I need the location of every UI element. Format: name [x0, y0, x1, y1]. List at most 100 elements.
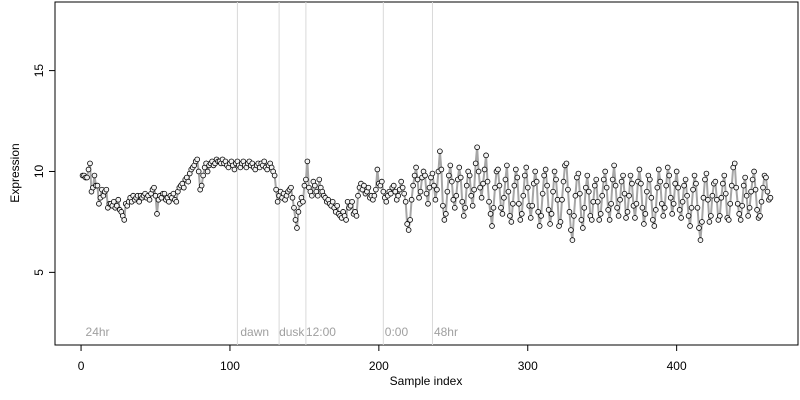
point [585, 188, 592, 195]
point [580, 225, 586, 231]
point [685, 213, 692, 219]
point [513, 166, 519, 173]
point [511, 182, 518, 189]
point [700, 194, 707, 201]
point [602, 168, 608, 175]
point [745, 213, 751, 219]
point [429, 170, 436, 177]
point [475, 168, 482, 175]
point [651, 223, 658, 229]
point [166, 198, 172, 205]
point [734, 200, 741, 207]
point [633, 200, 640, 207]
x-tick-label: 100 [220, 359, 240, 373]
point [673, 168, 680, 175]
point [380, 188, 387, 195]
point [295, 209, 302, 215]
point [690, 186, 696, 193]
point [392, 188, 399, 195]
point [681, 182, 687, 189]
point [487, 211, 494, 217]
point [557, 219, 564, 225]
point [581, 205, 588, 211]
point [644, 188, 650, 195]
point [754, 207, 760, 213]
point [516, 200, 522, 207]
point [599, 192, 605, 199]
point [489, 223, 495, 229]
point [593, 176, 600, 183]
point [490, 205, 497, 211]
point [678, 215, 684, 221]
point [568, 227, 574, 233]
point [615, 213, 622, 219]
point [414, 176, 421, 183]
point [737, 217, 744, 223]
point [447, 162, 454, 169]
point [502, 176, 509, 183]
point [477, 184, 483, 191]
point [407, 217, 413, 223]
point [648, 194, 655, 201]
point [361, 182, 367, 189]
point [334, 202, 340, 209]
point [624, 209, 631, 215]
point [398, 178, 404, 185]
point [736, 211, 742, 217]
point [565, 186, 571, 193]
point [660, 213, 667, 219]
point [173, 198, 180, 205]
point [757, 213, 763, 219]
point [688, 205, 695, 211]
point [440, 202, 446, 209]
annotation: 24hr [86, 325, 110, 339]
point [194, 156, 200, 163]
point [136, 198, 142, 205]
point [94, 182, 101, 189]
point [658, 200, 665, 207]
point [639, 205, 646, 211]
point [666, 172, 673, 179]
point [597, 211, 604, 217]
point [721, 172, 728, 179]
point [288, 184, 294, 191]
point [204, 168, 211, 175]
point [544, 182, 550, 189]
point [151, 184, 157, 191]
point [373, 186, 379, 193]
point [545, 207, 552, 213]
point [416, 194, 422, 201]
point [702, 176, 708, 183]
point [650, 217, 656, 223]
x-axis-title: Sample index [390, 374, 463, 388]
point [584, 172, 591, 179]
point [312, 182, 318, 189]
point [669, 211, 675, 217]
point [577, 190, 583, 197]
point [705, 196, 711, 203]
point [697, 237, 704, 243]
point [402, 198, 409, 205]
point [524, 184, 531, 191]
x-tick-label: 400 [667, 359, 687, 373]
point [365, 184, 372, 191]
point [663, 182, 670, 189]
point [474, 144, 480, 151]
point [679, 198, 686, 205]
point [642, 211, 649, 217]
point [85, 166, 92, 173]
point [316, 176, 323, 183]
point [84, 174, 90, 181]
point [594, 198, 601, 205]
point [529, 202, 536, 209]
x-tick-label: 200 [369, 359, 389, 373]
point [661, 205, 668, 211]
point [471, 186, 477, 193]
point [720, 180, 726, 187]
point [417, 188, 424, 195]
point [539, 190, 546, 197]
point [591, 182, 598, 189]
point [699, 219, 705, 225]
point [261, 158, 268, 165]
